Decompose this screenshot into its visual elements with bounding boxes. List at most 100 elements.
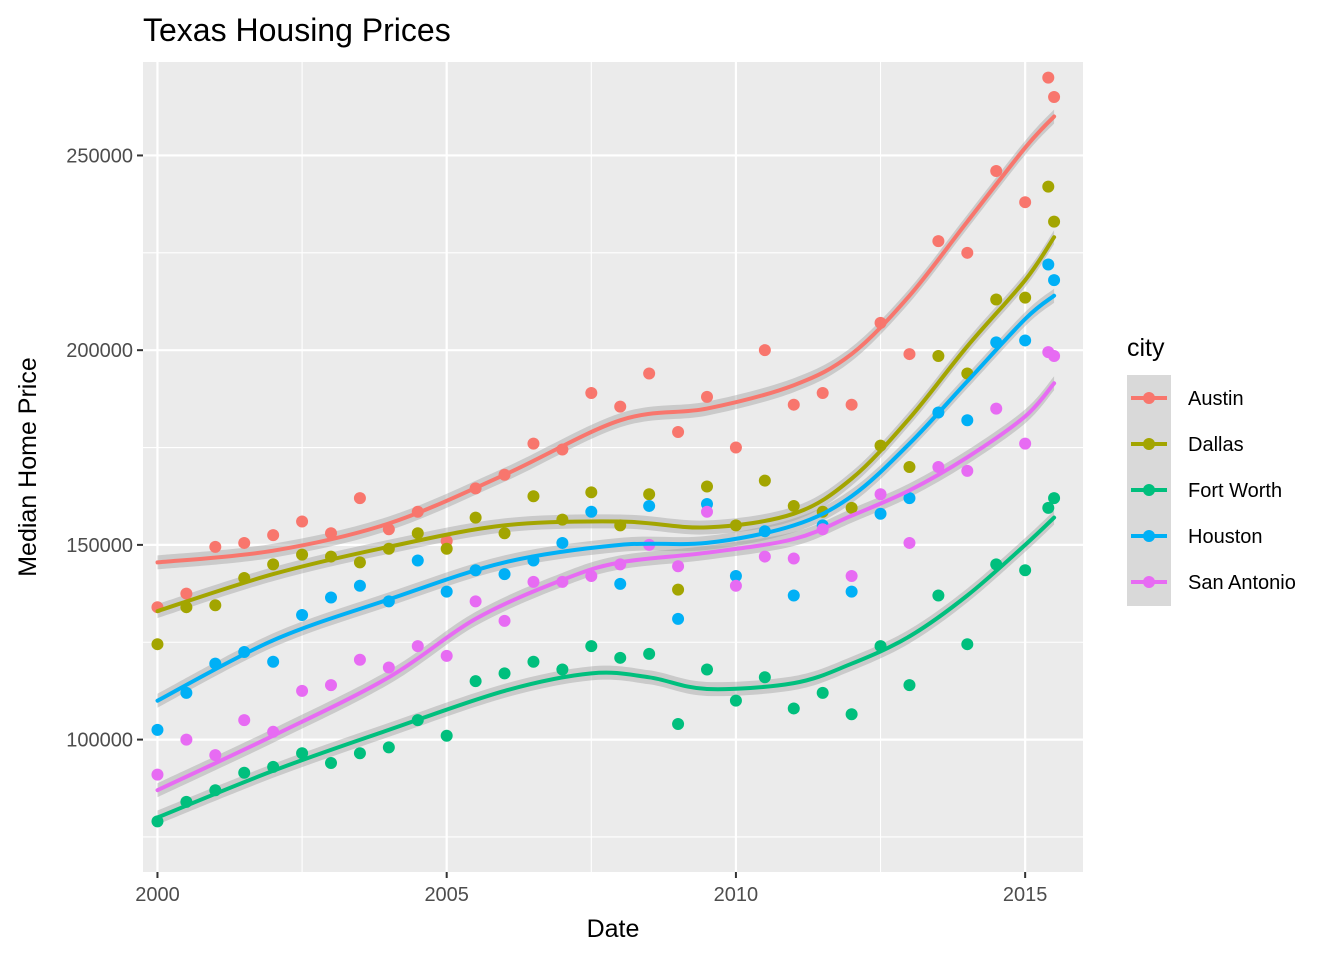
point-fort-worth bbox=[1042, 501, 1055, 514]
point-houston bbox=[643, 499, 656, 512]
trend-line-houston bbox=[155, 293, 1057, 703]
legend-label-dallas: Dallas bbox=[1188, 434, 1244, 456]
legend-point-austin bbox=[1143, 392, 1155, 404]
point-fort-worth bbox=[353, 747, 366, 760]
point-houston bbox=[614, 577, 627, 590]
trend-line-dallas bbox=[155, 235, 1057, 614]
point-san-antonio bbox=[845, 570, 858, 583]
point-houston bbox=[787, 589, 800, 602]
point-dallas bbox=[787, 499, 800, 512]
point-fort-worth bbox=[729, 694, 742, 707]
point-fort-worth bbox=[961, 638, 974, 651]
point-fort-worth bbox=[440, 729, 453, 742]
point-austin bbox=[267, 529, 280, 542]
point-san-antonio bbox=[498, 614, 511, 627]
legend-label-fort-worth: Fort Worth bbox=[1188, 480, 1282, 502]
point-dallas bbox=[296, 548, 309, 561]
point-austin bbox=[180, 587, 193, 600]
point-houston bbox=[585, 505, 598, 518]
point-san-antonio bbox=[585, 570, 598, 583]
point-austin bbox=[961, 246, 974, 259]
point-san-antonio bbox=[411, 640, 424, 653]
trend-line-fort-worth bbox=[155, 515, 1057, 820]
point-houston bbox=[556, 536, 569, 549]
point-houston bbox=[874, 507, 887, 520]
point-houston bbox=[325, 591, 337, 604]
point-san-antonio bbox=[209, 749, 222, 762]
x-axis-title: Date bbox=[587, 915, 640, 943]
trend-lines bbox=[155, 114, 1057, 820]
point-dallas bbox=[267, 558, 280, 571]
point-dallas bbox=[903, 461, 916, 473]
point-houston bbox=[151, 723, 164, 736]
point-austin bbox=[816, 387, 829, 400]
point-austin bbox=[758, 344, 771, 357]
point-dallas bbox=[498, 527, 511, 540]
legend-label-houston: Houston bbox=[1188, 526, 1263, 548]
point-fort-worth bbox=[498, 667, 511, 680]
point-san-antonio bbox=[1048, 350, 1061, 363]
point-fort-worth bbox=[672, 718, 685, 731]
point-houston bbox=[296, 608, 309, 621]
point-fort-worth bbox=[932, 589, 945, 602]
point-fort-worth bbox=[382, 741, 395, 754]
point-fort-worth bbox=[1048, 492, 1061, 505]
y-tick-label: 250000 bbox=[66, 145, 133, 167]
point-dallas bbox=[209, 599, 222, 612]
point-fort-worth bbox=[614, 651, 627, 664]
point-austin bbox=[238, 536, 251, 549]
point-houston bbox=[440, 585, 453, 598]
point-fort-worth bbox=[816, 686, 829, 699]
point-austin bbox=[527, 437, 540, 450]
point-austin bbox=[585, 387, 598, 400]
y-tick-label: 200000 bbox=[66, 340, 133, 362]
legend-point-dallas bbox=[1143, 438, 1155, 450]
point-houston bbox=[1019, 334, 1032, 347]
point-dallas bbox=[585, 486, 598, 499]
point-fort-worth bbox=[585, 640, 598, 653]
point-fort-worth bbox=[903, 679, 916, 692]
x-axis: 2000 2005 2010 2015 bbox=[135, 872, 1047, 906]
point-dallas bbox=[353, 556, 366, 569]
point-austin bbox=[353, 492, 366, 505]
trend-line-san-antonio bbox=[155, 381, 1057, 793]
x-tick-label: 2015 bbox=[1003, 884, 1048, 906]
point-austin bbox=[701, 390, 713, 403]
point-austin bbox=[296, 515, 309, 528]
point-austin bbox=[614, 400, 627, 413]
x-tick-label: 2010 bbox=[714, 884, 759, 906]
point-san-antonio bbox=[672, 560, 685, 573]
point-fort-worth bbox=[469, 675, 482, 688]
ribbon-austin bbox=[157, 109, 1055, 570]
point-san-antonio bbox=[382, 661, 395, 674]
point-fort-worth bbox=[701, 663, 713, 676]
point-san-antonio bbox=[469, 595, 482, 608]
point-dallas bbox=[527, 490, 540, 503]
point-houston bbox=[903, 492, 916, 505]
point-houston bbox=[961, 414, 974, 427]
point-san-antonio bbox=[353, 653, 366, 666]
point-houston bbox=[267, 655, 280, 668]
grid-minor bbox=[143, 62, 1083, 872]
trend-line-austin bbox=[155, 114, 1057, 565]
point-dallas bbox=[758, 474, 771, 487]
point-dallas bbox=[151, 638, 164, 651]
point-houston bbox=[845, 585, 858, 598]
point-san-antonio bbox=[787, 552, 800, 565]
point-dallas bbox=[845, 501, 858, 514]
point-austin bbox=[1019, 196, 1032, 209]
point-austin bbox=[932, 235, 945, 248]
point-san-antonio bbox=[729, 579, 742, 592]
point-san-antonio bbox=[296, 684, 309, 697]
y-axis: 100000 150000 200000 250000 bbox=[66, 145, 143, 752]
point-austin bbox=[787, 398, 800, 411]
plot-panel bbox=[143, 62, 1083, 872]
point-fort-worth bbox=[527, 655, 540, 668]
point-fort-worth bbox=[296, 747, 309, 760]
y-tick-label: 150000 bbox=[66, 535, 133, 557]
legend: city Austin Dallas Fort Worth Houston San An… bbox=[1127, 334, 1296, 606]
point-houston bbox=[498, 568, 511, 581]
point-dallas bbox=[701, 480, 713, 493]
grid-major bbox=[143, 62, 1083, 872]
point-dallas bbox=[1048, 215, 1061, 228]
